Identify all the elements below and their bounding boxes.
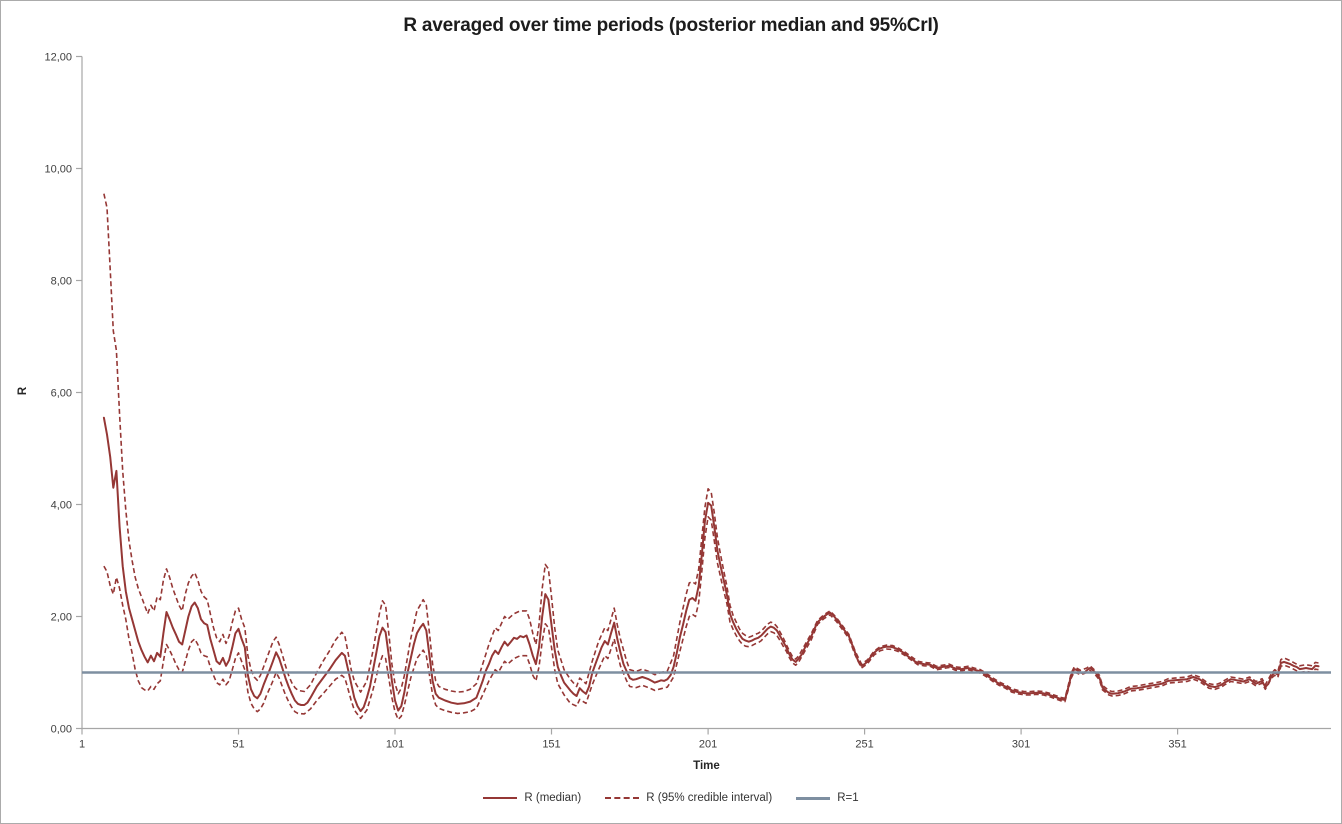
legend-item-credible-interval: R (95% credible interval) [605, 792, 772, 804]
ci-lower-line [103, 516, 1319, 721]
r-equals-1-line-sample [796, 796, 831, 800]
y-axis-tick-label: 10,00 [44, 164, 72, 176]
ci-upper-line [103, 193, 1319, 700]
chart-title: R averaged over time periods (posterior … [403, 15, 939, 36]
y-axis-tick-label: 12,00 [44, 52, 72, 64]
y-axis-tick-label: 6,00 [51, 388, 72, 400]
y-axis-tick-label: 0,00 [51, 724, 72, 736]
y-axis-title: R [17, 386, 29, 396]
legend-label-r-equals-1: R=1 [837, 792, 859, 804]
y-axis-tick-label: 8,00 [51, 276, 72, 288]
x-axis-title: Time [693, 760, 720, 772]
x-axis-tick-label: 51 [232, 739, 244, 751]
x-axis-tick-label: 151 [542, 739, 560, 751]
x-axis-tick-label: 351 [1168, 739, 1186, 751]
x-axis-tick-label: 101 [386, 739, 404, 751]
median-line-sample [483, 797, 518, 799]
legend: R (median) R (95% credible interval) R=1 [1, 792, 1341, 804]
x-axis-tick-label: 301 [1012, 739, 1030, 751]
y-axis-tick-label: 4,00 [51, 500, 72, 512]
x-axis-tick-label: 1 [79, 739, 85, 751]
median-line [102, 416, 1320, 713]
legend-label-median: R (median) [524, 792, 582, 804]
legend-label-credible-interval: R (95% credible interval) [646, 792, 773, 804]
x-axis-tick-label: 251 [855, 739, 873, 751]
x-axis-tick-label: 201 [699, 739, 717, 751]
legend-item-median: R (median) [483, 792, 581, 804]
credible-interval-line-sample [605, 797, 640, 799]
legend-item-r-equals-1: R=1 [796, 792, 859, 804]
y-axis-tick-label: 2,00 [51, 612, 72, 624]
